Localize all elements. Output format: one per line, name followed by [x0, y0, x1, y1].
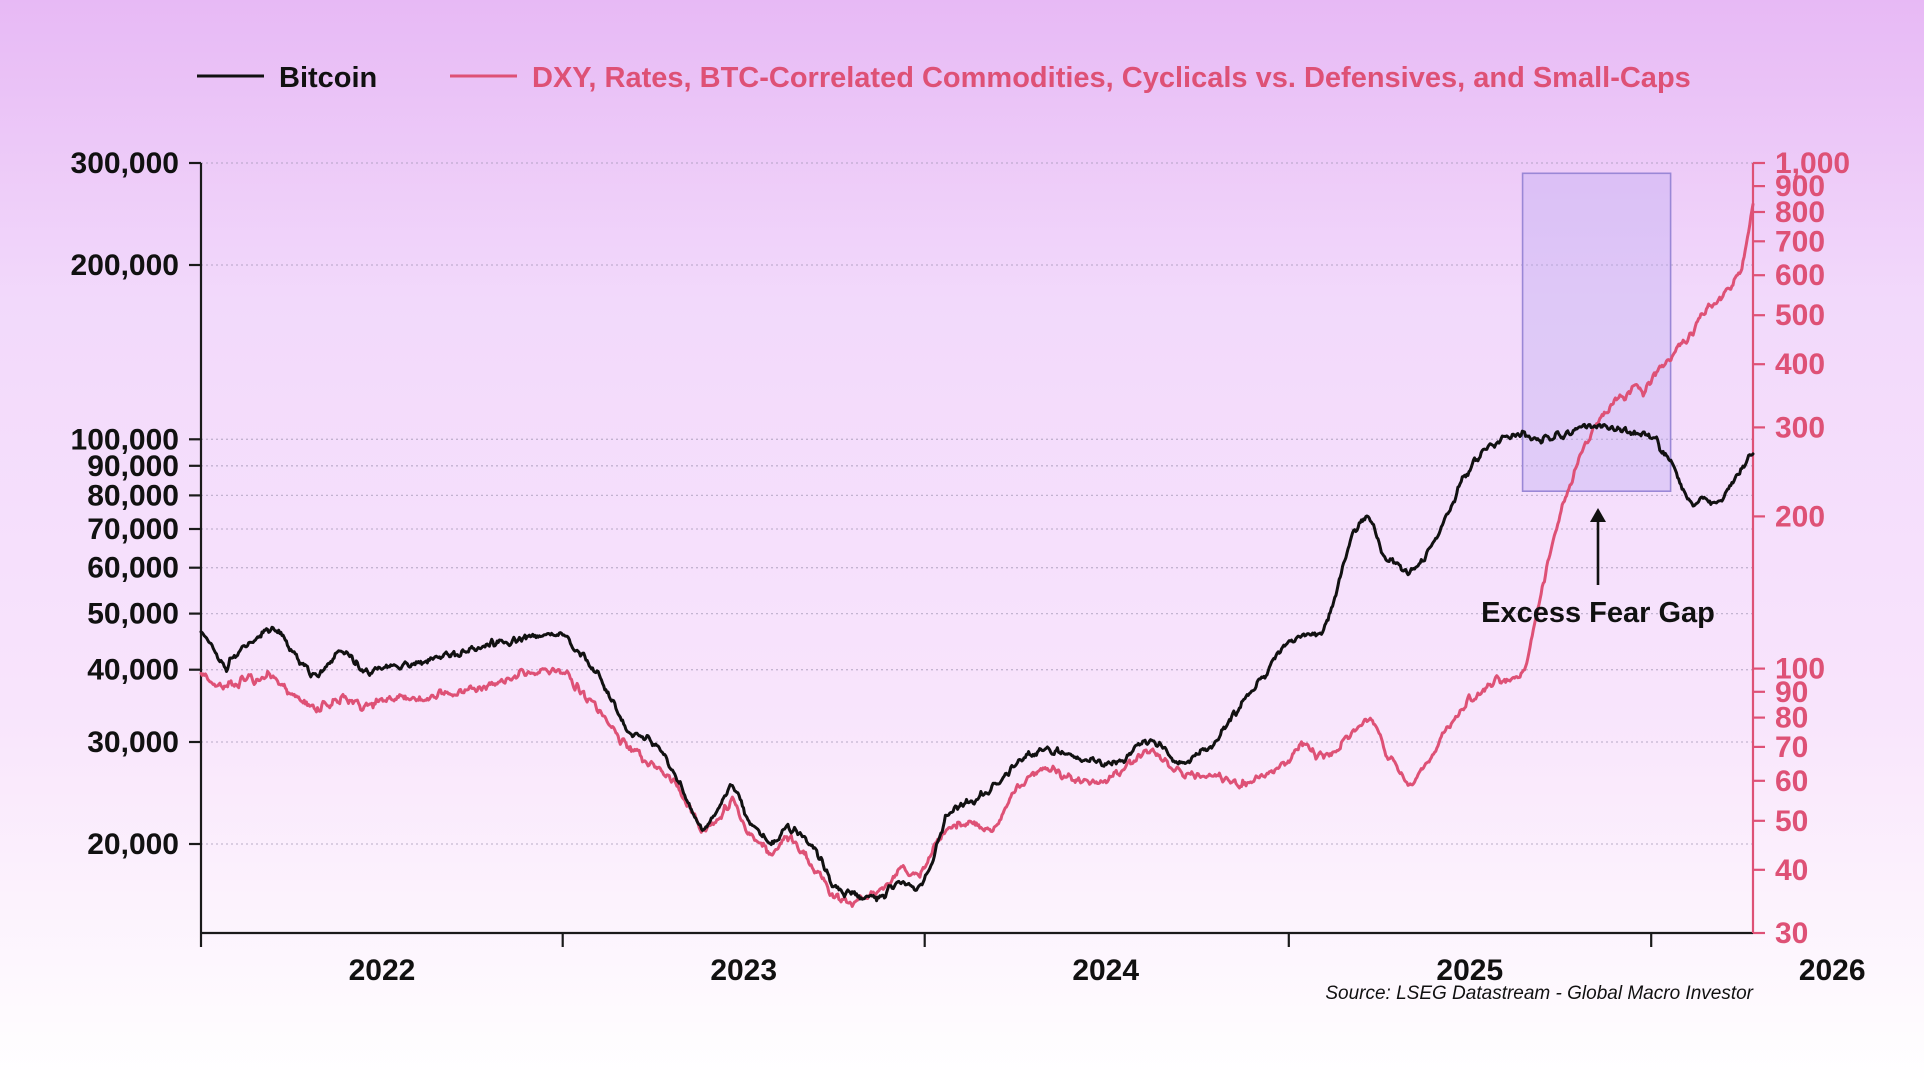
svg-text:30: 30: [1775, 917, 1808, 950]
svg-text:70: 70: [1775, 731, 1808, 764]
svg-text:70,000: 70,000: [87, 513, 179, 546]
svg-text:90,000: 90,000: [87, 450, 179, 483]
svg-text:Bitcoin: Bitcoin: [279, 62, 377, 94]
svg-text:80: 80: [1775, 702, 1808, 735]
svg-text:300,000: 300,000: [71, 147, 179, 180]
svg-text:20,000: 20,000: [87, 828, 179, 861]
svg-text:40: 40: [1775, 854, 1808, 887]
svg-text:500: 500: [1775, 299, 1825, 332]
svg-text:2026: 2026: [1799, 954, 1866, 987]
svg-text:Source: LSEG Datastream - Glob: Source: LSEG Datastream - Global Macro I…: [1325, 983, 1753, 1004]
svg-text:600: 600: [1775, 259, 1825, 292]
svg-text:2024: 2024: [1072, 954, 1139, 987]
svg-text:2022: 2022: [349, 954, 416, 987]
svg-text:40,000: 40,000: [87, 654, 179, 687]
svg-text:200,000: 200,000: [71, 249, 179, 282]
svg-text:700: 700: [1775, 225, 1825, 258]
svg-text:400: 400: [1775, 348, 1825, 381]
svg-text:80,000: 80,000: [87, 479, 179, 512]
svg-text:30,000: 30,000: [87, 726, 179, 759]
svg-text:50: 50: [1775, 805, 1808, 838]
svg-text:50,000: 50,000: [87, 598, 179, 631]
svg-text:Excess Fear Gap: Excess Fear Gap: [1481, 597, 1715, 629]
svg-text:300: 300: [1775, 411, 1825, 444]
svg-text:60,000: 60,000: [87, 552, 179, 585]
svg-text:800: 800: [1775, 196, 1825, 229]
svg-text:60: 60: [1775, 765, 1808, 798]
svg-text:200: 200: [1775, 500, 1825, 533]
svg-text:2023: 2023: [710, 954, 777, 987]
svg-text:DXY, Rates, BTC-Correlated Com: DXY, Rates, BTC-Correlated Commodities, …: [532, 62, 1691, 94]
